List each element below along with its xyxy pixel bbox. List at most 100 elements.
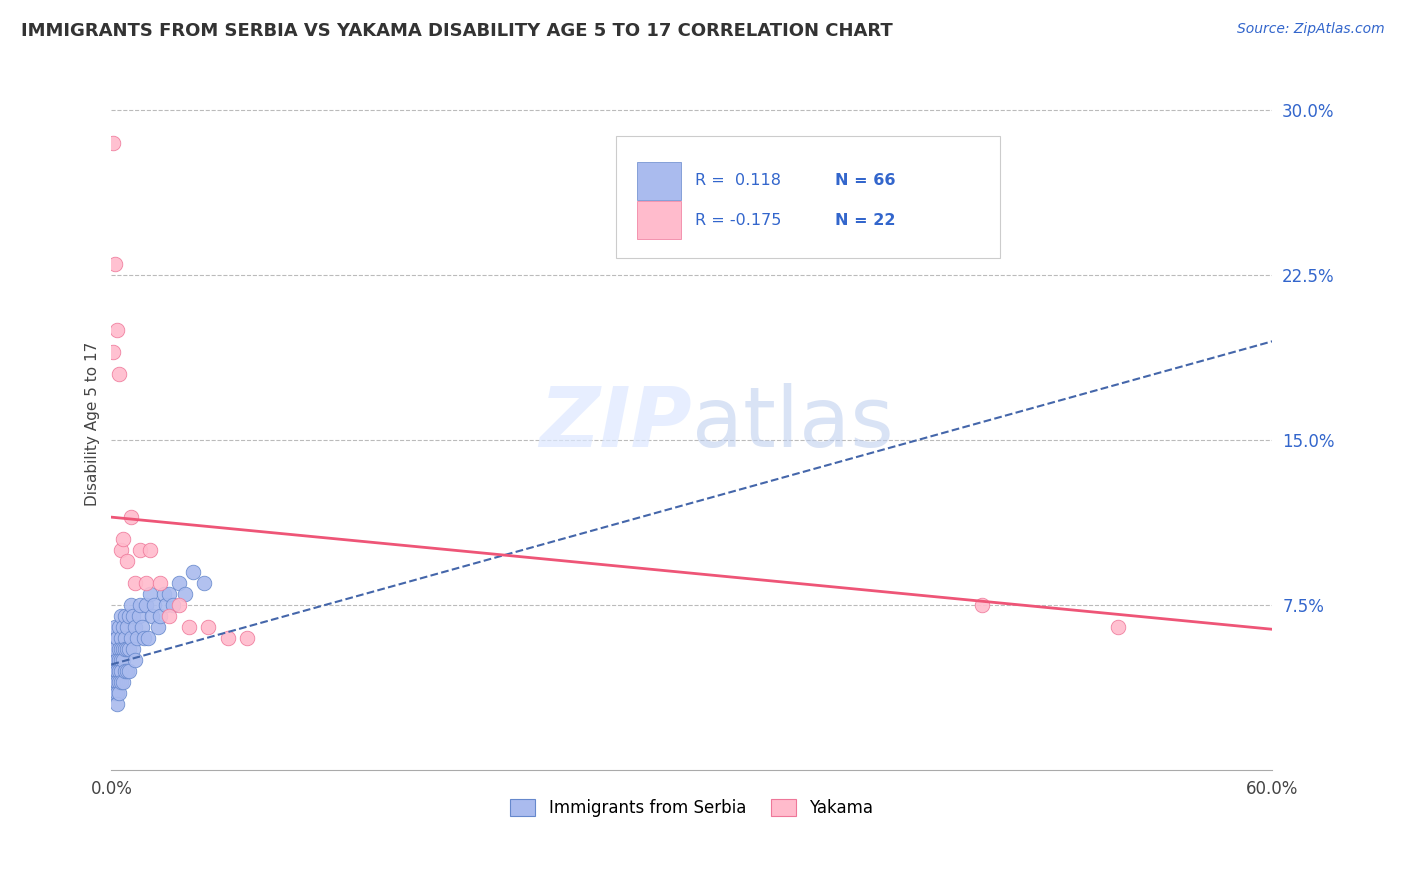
Point	[124, 653, 146, 667]
Point	[118, 609, 141, 624]
Text: R = -0.175: R = -0.175	[696, 212, 782, 227]
Point	[131, 620, 153, 634]
Point	[135, 576, 157, 591]
Point	[124, 576, 146, 591]
Point	[108, 620, 131, 634]
Point	[105, 675, 128, 690]
Point	[103, 136, 125, 151]
Point	[104, 664, 127, 678]
Point	[104, 686, 127, 700]
Point	[105, 686, 128, 700]
Text: atlas: atlas	[692, 384, 894, 464]
Text: R =  0.118: R = 0.118	[696, 173, 782, 188]
Point	[110, 675, 132, 690]
Point	[129, 543, 152, 558]
Point	[105, 697, 128, 711]
Point	[108, 664, 131, 678]
Point	[104, 642, 127, 657]
Point	[108, 368, 131, 382]
Point	[103, 653, 125, 667]
Point	[143, 598, 166, 612]
Point	[103, 631, 125, 645]
Point	[972, 598, 994, 612]
Point	[105, 323, 128, 337]
Point	[110, 609, 132, 624]
Point	[103, 345, 125, 359]
Point	[108, 653, 131, 667]
Text: Source: ZipAtlas.com: Source: ZipAtlas.com	[1237, 22, 1385, 37]
Text: N = 22: N = 22	[835, 212, 896, 227]
Point	[120, 631, 142, 645]
Point	[108, 686, 131, 700]
Point	[103, 675, 125, 690]
Point	[177, 620, 200, 634]
Point	[149, 609, 172, 624]
Point	[110, 543, 132, 558]
Point	[167, 598, 190, 612]
FancyBboxPatch shape	[616, 136, 1000, 258]
Point	[134, 631, 156, 645]
Point	[135, 598, 157, 612]
Point	[111, 642, 134, 657]
Point	[125, 631, 148, 645]
Point	[167, 576, 190, 591]
Point	[152, 587, 174, 601]
Text: ZIP: ZIP	[540, 384, 692, 464]
Point	[104, 257, 127, 271]
Point	[110, 631, 132, 645]
Y-axis label: Disability Age 5 to 17: Disability Age 5 to 17	[86, 342, 100, 506]
Point	[105, 664, 128, 678]
Point	[111, 675, 134, 690]
Point	[108, 642, 131, 657]
Point	[121, 609, 143, 624]
Point	[120, 598, 142, 612]
Point	[104, 675, 127, 690]
Point	[114, 631, 136, 645]
Point	[1107, 620, 1129, 634]
Text: IMMIGRANTS FROM SERBIA VS YAKAMA DISABILITY AGE 5 TO 17 CORRELATION CHART: IMMIGRANTS FROM SERBIA VS YAKAMA DISABIL…	[21, 22, 893, 40]
Point	[110, 642, 132, 657]
Point	[111, 653, 134, 667]
Point	[110, 664, 132, 678]
Point	[124, 620, 146, 634]
Point	[120, 510, 142, 524]
Point	[217, 631, 239, 645]
Point	[155, 598, 177, 612]
Bar	[637, 161, 682, 200]
Point	[146, 620, 169, 634]
Point	[193, 576, 215, 591]
Point	[159, 587, 181, 601]
Legend: Immigrants from Serbia, Yakama: Immigrants from Serbia, Yakama	[503, 792, 880, 824]
Point	[114, 664, 136, 678]
Point	[115, 664, 138, 678]
Point	[111, 532, 134, 546]
Point	[149, 576, 172, 591]
Point	[136, 631, 159, 645]
Point	[108, 675, 131, 690]
Point	[162, 598, 184, 612]
Point	[129, 598, 152, 612]
Point	[141, 609, 163, 624]
Point	[110, 653, 132, 667]
Point	[105, 653, 128, 667]
Point	[197, 620, 219, 634]
Point	[114, 642, 136, 657]
Point	[105, 631, 128, 645]
Point	[236, 631, 259, 645]
Point	[118, 664, 141, 678]
Point	[104, 620, 127, 634]
Point	[139, 543, 162, 558]
Text: N = 66: N = 66	[835, 173, 896, 188]
Point	[121, 642, 143, 657]
Bar	[637, 201, 682, 239]
Point	[114, 609, 136, 624]
Point	[181, 565, 204, 579]
Point	[159, 609, 181, 624]
Point	[128, 609, 150, 624]
Point	[115, 642, 138, 657]
Point	[118, 642, 141, 657]
Point	[111, 620, 134, 634]
Point	[115, 620, 138, 634]
Point	[139, 587, 162, 601]
Point	[174, 587, 197, 601]
